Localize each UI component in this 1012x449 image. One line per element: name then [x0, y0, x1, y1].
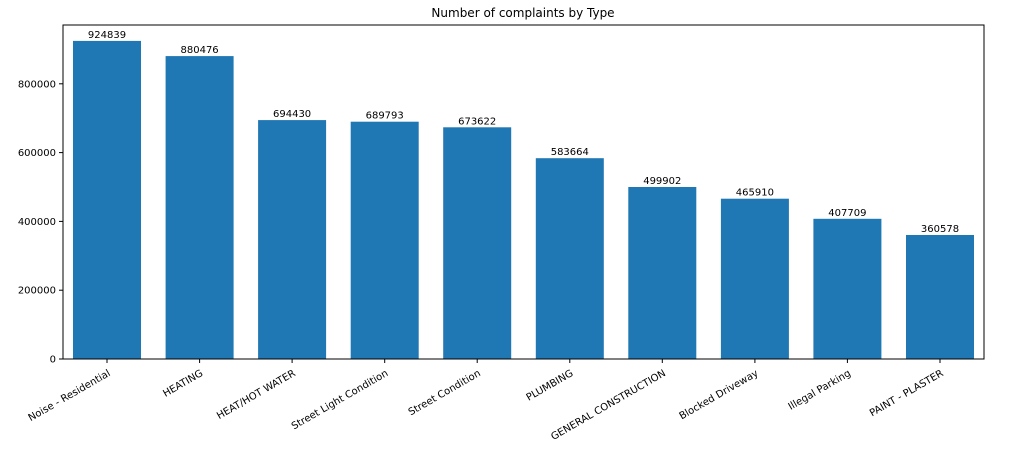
bar-value-label: 673622 [458, 116, 496, 127]
bar-value-label: 924839 [88, 30, 126, 41]
x-tick-label: Noise - Residential [27, 368, 113, 424]
plot-frame [62, 24, 985, 360]
bar [73, 40, 141, 360]
x-tick-label: HEAT/HOT WATER [215, 368, 297, 422]
chart-title: Number of complaints by Type [431, 6, 614, 20]
x-tick-label: Illegal Parking [787, 368, 853, 413]
x-tick-label: PAINT - PLASTER [868, 368, 946, 419]
bar [350, 121, 419, 359]
x-tick-label: PLUMBING [525, 368, 576, 404]
bar [165, 56, 234, 359]
bar-value-label: 465910 [736, 188, 774, 199]
bar [906, 235, 974, 359]
y-tick-label: 0 [50, 355, 56, 366]
bar-value-label: 689793 [366, 111, 404, 122]
bar [443, 127, 512, 359]
bar-value-label: 407709 [828, 208, 866, 219]
value-labels-layer: 924839 880476 694430 689793 673622 583664 4999… [88, 30, 959, 235]
bar-value-label: 499902 [643, 176, 681, 187]
x-tick-label: Street Light Condition [290, 368, 390, 432]
bars-layer [73, 40, 974, 360]
y-tick-label: 800000 [18, 79, 56, 90]
bar [813, 218, 882, 359]
y-tick-label: 600000 [18, 148, 56, 159]
x-tick-label: HEATING [161, 368, 205, 400]
bar-value-label: 583664 [551, 147, 589, 158]
x-tick-label: Street Condition [407, 368, 483, 418]
bar [720, 198, 789, 359]
y-axis: 0 200000 400000 600000 800000 [18, 79, 63, 366]
bar [535, 158, 604, 359]
bar [258, 120, 327, 359]
y-tick-label: 400000 [18, 217, 56, 228]
bar-value-label: 694430 [273, 109, 311, 120]
y-tick-label: 200000 [18, 286, 56, 297]
x-tick-label: Blocked Driveway [678, 368, 761, 422]
x-axis: Noise - Residential HEATING HEAT/HOT WATER… [27, 359, 946, 443]
bar [628, 187, 697, 359]
bar-value-label: 360578 [921, 224, 959, 235]
bar-value-label: 880476 [181, 45, 219, 56]
